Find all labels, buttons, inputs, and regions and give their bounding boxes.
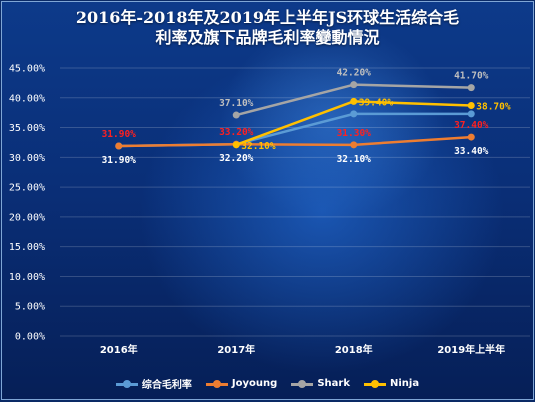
data-label: 42.20% (337, 68, 372, 79)
legend-swatch (115, 379, 138, 389)
y-tick-label: 15.00% (9, 242, 45, 253)
legend-label: 综合毛利率 (141, 380, 192, 391)
x-axis-ticks: 2016年 2017年 2018年 2019年上半年 (100, 343, 505, 356)
legend-label: Shark (317, 378, 350, 389)
data-labels: 31.90% 32.20% 31.90% 33.20% 31.30% 37.40% 37.1… (102, 68, 511, 166)
series-Shark (232, 81, 475, 119)
legend-item: Ninja (363, 376, 420, 391)
data-label: 32.10% (337, 154, 372, 165)
legend-label: Ninja (389, 378, 420, 389)
legend-item: Shark (291, 376, 350, 391)
data-label: 32.20% (219, 153, 254, 164)
data-point (467, 110, 475, 118)
x-tick-label: 2016年 (100, 343, 138, 356)
gridlines (60, 67, 530, 337)
data-label: 37.40% (454, 120, 489, 131)
series-Joyoung (115, 133, 475, 150)
data-label: 33.20% (219, 127, 254, 138)
legend-item: 综合毛利率 (115, 376, 192, 391)
legend-swatch (205, 379, 228, 389)
data-point (467, 84, 475, 92)
series-line (118, 135, 472, 148)
series-Ninja (232, 97, 475, 149)
data-point (115, 142, 123, 150)
data-point (350, 110, 358, 118)
x-tick-label: 2019年上半年 (437, 343, 505, 356)
y-tick-label: 45.00% (9, 64, 45, 75)
y-tick-label: 40.00% (9, 93, 45, 104)
chart-title: 2016年-2018年及2019年上半年JS环球生活综合毛 利率及旗下品牌毛利率… (2, 8, 533, 48)
chart-title-line-1: 2016年-2018年及2019年上半年JS环球生活综合毛 (75, 8, 460, 27)
y-tick-label: 20.00% (9, 212, 45, 223)
x-tick-label: 2018年 (335, 343, 373, 356)
data-point (232, 141, 240, 149)
data-point (467, 102, 475, 110)
legend-swatch (363, 379, 386, 389)
y-axis-ticks: 0.00% 5.00% 10.00% 15.00% 20.00% 25.00% 30.00%… (9, 64, 45, 343)
data-label: 32.10% (241, 141, 276, 152)
y-tick-label: 30.00% (9, 153, 45, 164)
series-lines (115, 81, 475, 150)
x-tick-label: 2017年 (217, 343, 255, 356)
data-point (350, 141, 358, 149)
data-label: 41.70% (454, 71, 489, 82)
y-tick-label: 0.00% (15, 332, 45, 343)
y-tick-label: 5.00% (15, 302, 45, 313)
legend-label: Joyoung (231, 378, 278, 389)
legend-swatch (291, 379, 314, 389)
data-label: 33.40% (454, 146, 489, 157)
data-label: 31.90% (102, 129, 137, 140)
data-point (467, 133, 475, 141)
y-tick-label: 10.00% (9, 272, 45, 283)
data-label: 31.90% (102, 155, 137, 166)
data-point (350, 97, 358, 105)
data-label: 38.70% (476, 102, 511, 113)
data-label: 39.40% (359, 97, 394, 108)
legend-item: Joyoung (205, 376, 278, 391)
data-label: 31.30% (337, 128, 372, 139)
data-label: 37.10% (219, 98, 254, 109)
data-point (232, 111, 240, 119)
data-point (350, 81, 358, 89)
legend: 综合毛利率 Joyoung Shark Ninja (2, 376, 533, 391)
y-tick-label: 25.00% (9, 183, 45, 194)
chart-title-line-2: 利率及旗下品牌毛利率變動情況 (155, 28, 380, 47)
y-tick-label: 35.00% (9, 123, 45, 134)
